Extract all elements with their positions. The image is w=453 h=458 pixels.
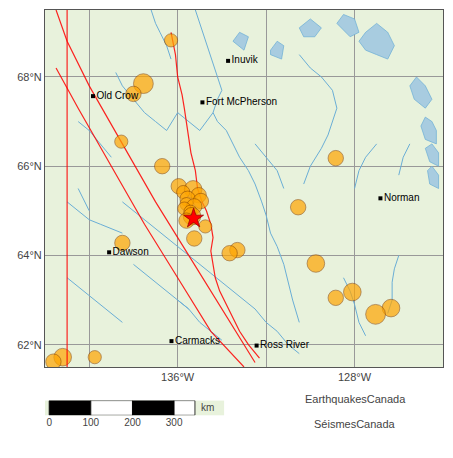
svg-text:136°W: 136°W [161, 371, 195, 383]
svg-text:km: km [201, 402, 214, 413]
svg-text:100: 100 [82, 417, 99, 428]
svg-text:0: 0 [46, 417, 52, 428]
svg-text:Carmacks: Carmacks [175, 335, 220, 346]
svg-text:128°W: 128°W [338, 371, 372, 383]
svg-text:Inuvik: Inuvik [232, 54, 259, 65]
svg-text:Old Crow: Old Crow [96, 90, 138, 101]
svg-text:66°N: 66°N [17, 160, 42, 172]
svg-text:68°N: 68°N [17, 71, 42, 83]
svg-text:SéismesCanada: SéismesCanada [314, 418, 396, 430]
svg-text:Fort McPherson: Fort McPherson [206, 96, 277, 107]
svg-text:62°N: 62°N [17, 339, 42, 351]
svg-text:200: 200 [124, 417, 141, 428]
svg-text:Norman: Norman [384, 192, 420, 203]
svg-text:Ross River: Ross River [260, 339, 310, 350]
svg-text:EarthquakesCanada: EarthquakesCanada [305, 393, 406, 405]
svg-text:Dawson: Dawson [113, 246, 149, 257]
svg-text:300: 300 [166, 417, 183, 428]
svg-text:64°N: 64°N [17, 249, 42, 261]
